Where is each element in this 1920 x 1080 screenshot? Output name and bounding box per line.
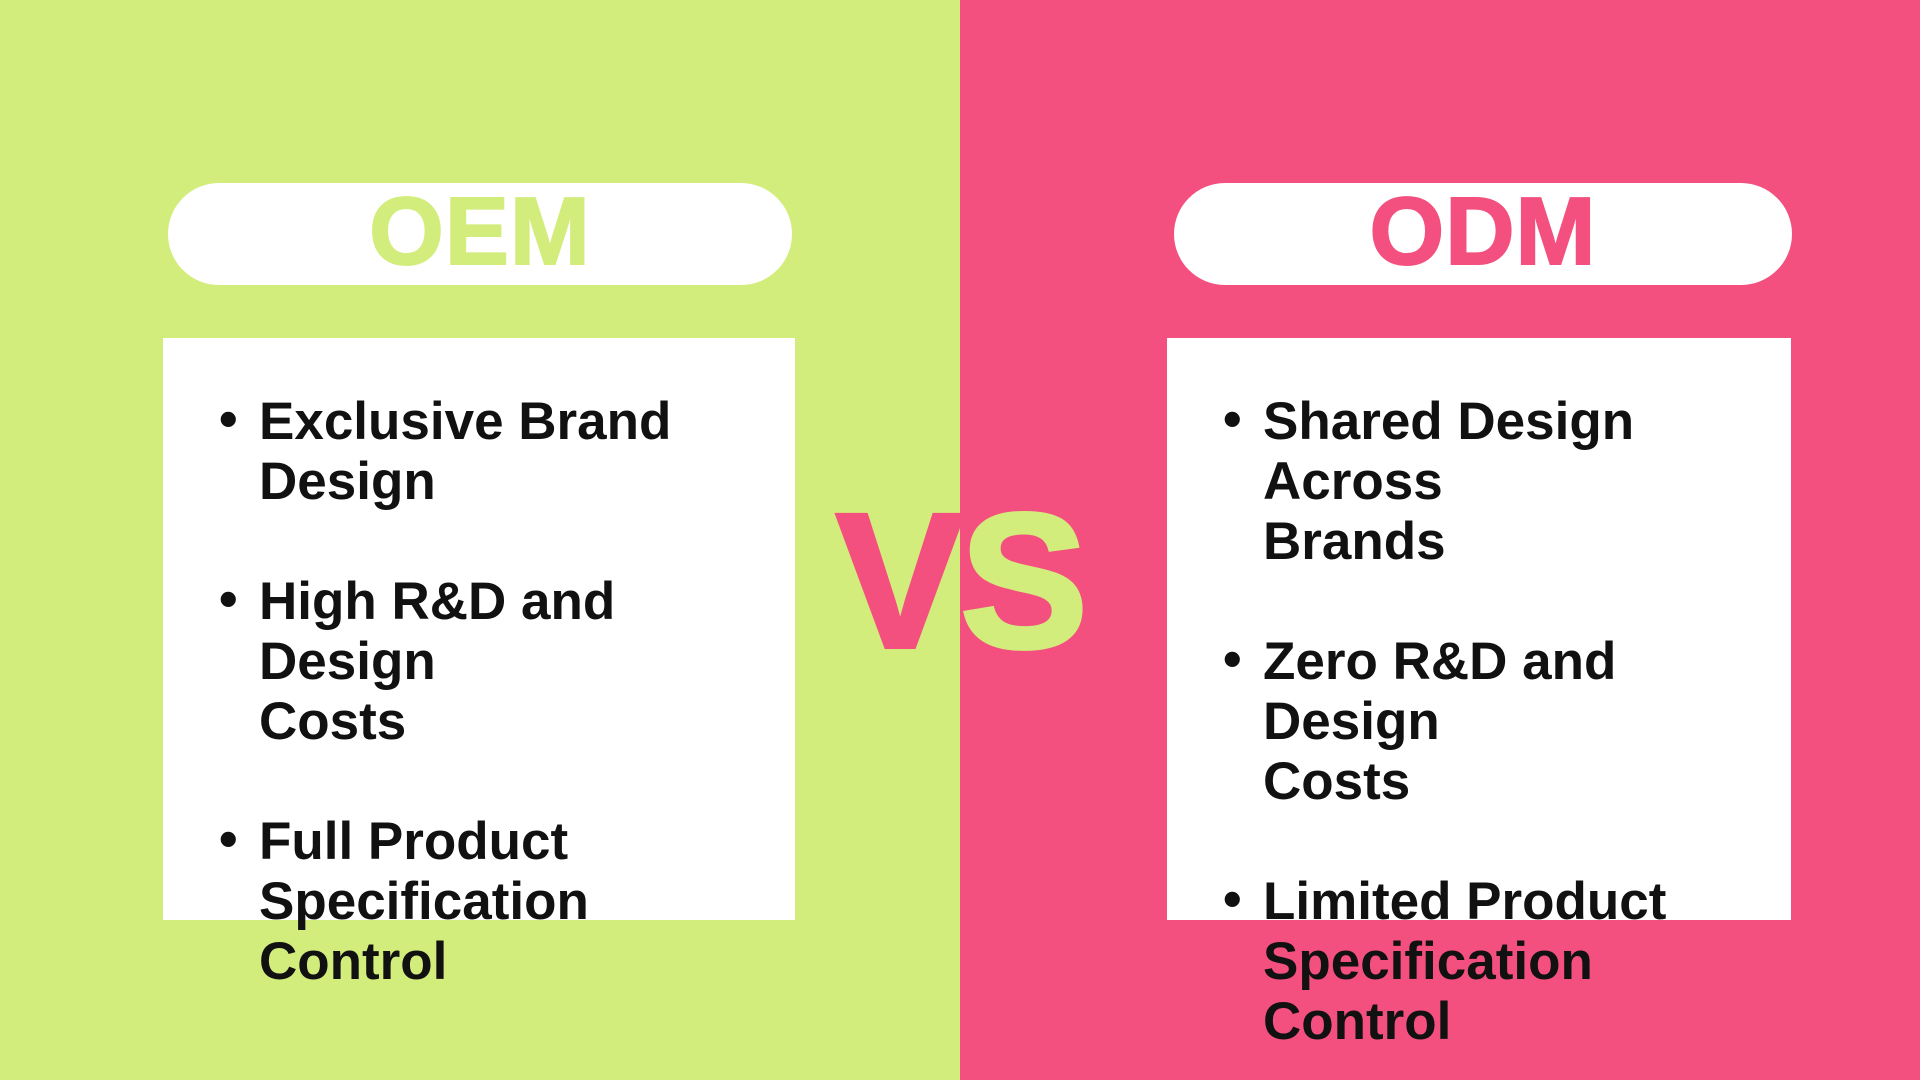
bullet-dot-icon: •	[1223, 870, 1242, 929]
list-item: • High R&D and Design Costs	[219, 570, 775, 752]
bullet-line: Limited Product	[1263, 872, 1667, 931]
odm-title: ODM	[1369, 178, 1597, 285]
odm-bullet-list: • Shared Design Across Brands • Zero R&D…	[1167, 338, 1791, 1052]
bullet-line: Costs	[1263, 752, 1411, 811]
oem-panel: OEM • Exclusive Brand Design • High R&D …	[0, 0, 960, 1080]
list-item: • Full Product Specification Control	[219, 810, 775, 992]
bullet-line: Full Product	[259, 812, 569, 871]
bullet-dot-icon: •	[1223, 630, 1242, 689]
list-item: • Exclusive Brand Design	[219, 390, 775, 512]
bullet-dot-icon: •	[219, 810, 238, 869]
bullet-line: Design	[259, 452, 436, 511]
bullet-line: Exclusive Brand	[259, 392, 672, 451]
list-item: • Shared Design Across Brands	[1223, 390, 1771, 572]
bullet-line: Costs	[259, 692, 407, 751]
oem-bullet-list: • Exclusive Brand Design • High R&D and …	[163, 338, 795, 992]
list-item: • Zero R&D and Design Costs	[1223, 630, 1771, 812]
odm-card: • Shared Design Across Brands • Zero R&D…	[1167, 338, 1791, 1051]
bullet-line: Specification Control	[1263, 932, 1593, 1051]
odm-title-pill: ODM	[1174, 183, 1792, 285]
bullet-line: Zero R&D and Design	[1263, 632, 1617, 751]
list-item: • Limited Product Specification Control	[1223, 870, 1771, 1052]
oem-title: OEM	[368, 178, 591, 285]
bullet-dot-icon: •	[219, 570, 238, 629]
bullet-line: Specification Control	[259, 872, 589, 991]
odm-panel: ODM • Shared Design Across Brands • Zero…	[960, 0, 1920, 1080]
bullet-dot-icon: •	[1223, 390, 1242, 449]
bullet-dot-icon: •	[219, 390, 238, 449]
bullet-line: High R&D and Design	[259, 572, 616, 691]
bullet-line: Shared Design Across	[1263, 392, 1635, 511]
oem-card: • Exclusive Brand Design • High R&D and …	[163, 338, 795, 991]
oem-title-pill: OEM	[168, 183, 792, 285]
bullet-line: Brands	[1263, 512, 1446, 571]
